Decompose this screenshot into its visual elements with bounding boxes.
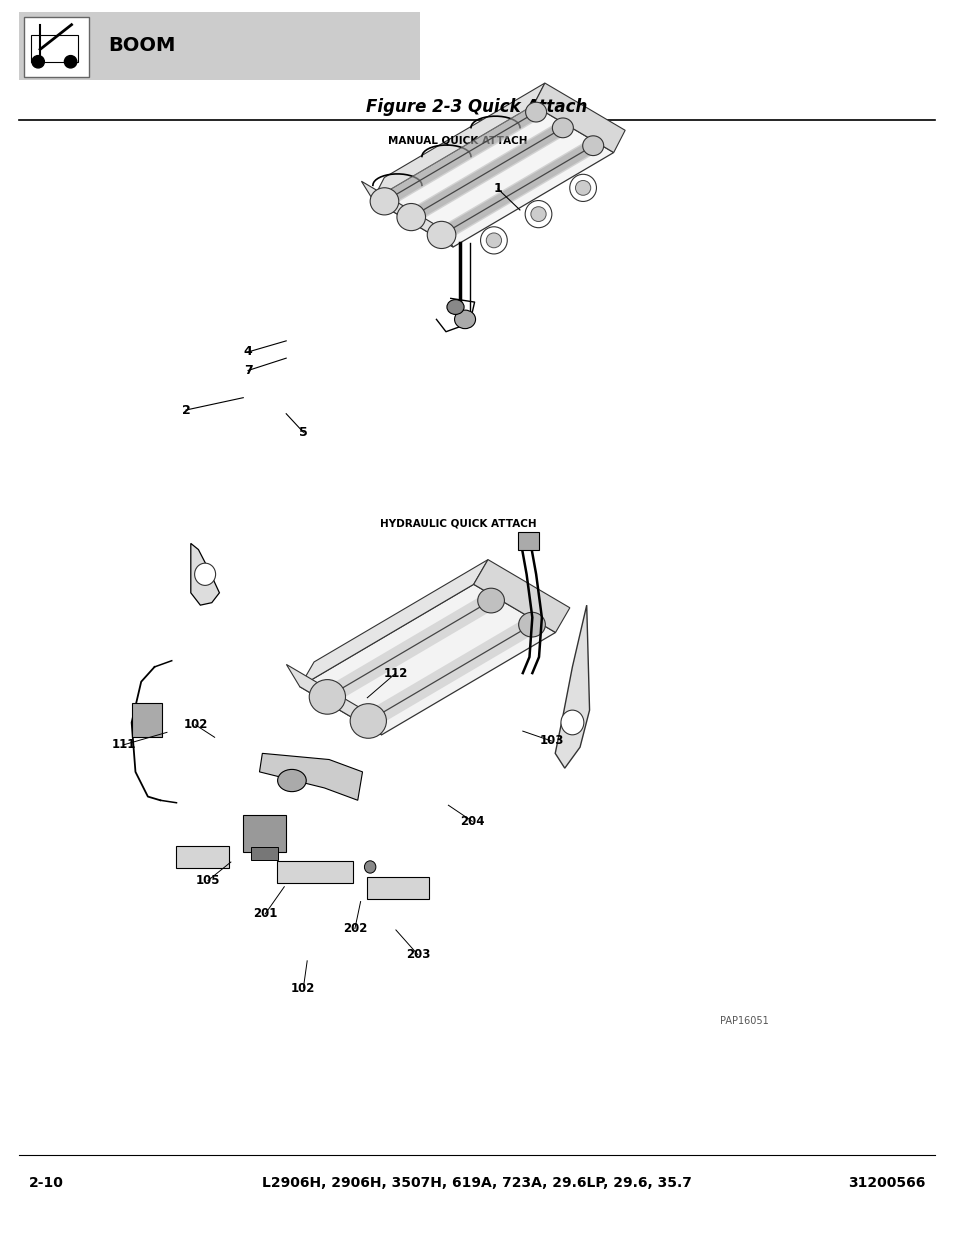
- Ellipse shape: [370, 188, 398, 215]
- Ellipse shape: [582, 136, 603, 156]
- Polygon shape: [533, 83, 624, 153]
- Text: PAP16051: PAP16051: [720, 1016, 768, 1026]
- Polygon shape: [299, 584, 555, 735]
- Bar: [251, 847, 277, 860]
- Text: 5: 5: [298, 426, 308, 438]
- Text: MANUAL QUICK ATTACH: MANUAL QUICK ATTACH: [388, 136, 527, 146]
- Polygon shape: [373, 83, 544, 200]
- Ellipse shape: [575, 180, 590, 195]
- Ellipse shape: [446, 300, 463, 315]
- Bar: [276, 861, 353, 883]
- Ellipse shape: [64, 56, 76, 68]
- Ellipse shape: [477, 588, 504, 613]
- Polygon shape: [373, 105, 613, 247]
- Bar: [243, 815, 286, 852]
- Text: 202: 202: [342, 923, 367, 935]
- Ellipse shape: [396, 204, 425, 231]
- Ellipse shape: [569, 174, 596, 201]
- Ellipse shape: [364, 861, 375, 873]
- Polygon shape: [555, 605, 589, 768]
- Text: 7: 7: [243, 364, 253, 377]
- Text: 112: 112: [383, 667, 408, 679]
- Text: 2-10: 2-10: [29, 1176, 64, 1191]
- Text: HYDRAULIC QUICK ATTACH: HYDRAULIC QUICK ATTACH: [379, 519, 536, 529]
- Text: BOOM: BOOM: [108, 36, 175, 56]
- Ellipse shape: [560, 710, 583, 735]
- Text: 4: 4: [243, 346, 253, 358]
- Text: Figure 2-3 Quick Attach: Figure 2-3 Quick Attach: [366, 99, 587, 116]
- Text: 102: 102: [183, 719, 208, 731]
- Polygon shape: [191, 543, 219, 605]
- Bar: [24, 17, 89, 77]
- Ellipse shape: [518, 613, 545, 637]
- Polygon shape: [299, 559, 488, 687]
- Ellipse shape: [309, 679, 345, 714]
- Text: 102: 102: [291, 982, 315, 994]
- Ellipse shape: [480, 227, 507, 254]
- Text: 203: 203: [405, 948, 430, 961]
- Bar: [132, 703, 162, 737]
- Text: 105: 105: [195, 874, 220, 887]
- Ellipse shape: [552, 119, 573, 138]
- Text: 204: 204: [459, 815, 484, 827]
- Ellipse shape: [524, 200, 551, 227]
- Ellipse shape: [427, 221, 456, 248]
- Text: 1: 1: [493, 183, 502, 195]
- Ellipse shape: [277, 769, 306, 792]
- Polygon shape: [286, 664, 381, 735]
- Polygon shape: [474, 559, 569, 632]
- Bar: [367, 877, 429, 899]
- Ellipse shape: [486, 233, 501, 248]
- Bar: [19, 12, 419, 80]
- Bar: [176, 846, 229, 868]
- Text: L2906H, 2906H, 3507H, 619A, 723A, 29.6LP, 29.6, 35.7: L2906H, 2906H, 3507H, 619A, 723A, 29.6LP…: [262, 1176, 691, 1191]
- Text: 201: 201: [253, 908, 277, 920]
- Text: 2: 2: [181, 404, 191, 416]
- Ellipse shape: [525, 103, 546, 122]
- Text: 103: 103: [538, 735, 563, 747]
- Ellipse shape: [530, 206, 545, 221]
- Ellipse shape: [194, 563, 215, 585]
- Text: 31200566: 31200566: [847, 1176, 924, 1191]
- Text: 111: 111: [112, 739, 136, 751]
- Ellipse shape: [31, 56, 44, 68]
- Bar: [517, 532, 538, 550]
- Ellipse shape: [350, 704, 386, 739]
- Bar: [30, 35, 78, 62]
- Ellipse shape: [454, 310, 475, 329]
- Polygon shape: [361, 182, 453, 247]
- Polygon shape: [259, 753, 362, 800]
